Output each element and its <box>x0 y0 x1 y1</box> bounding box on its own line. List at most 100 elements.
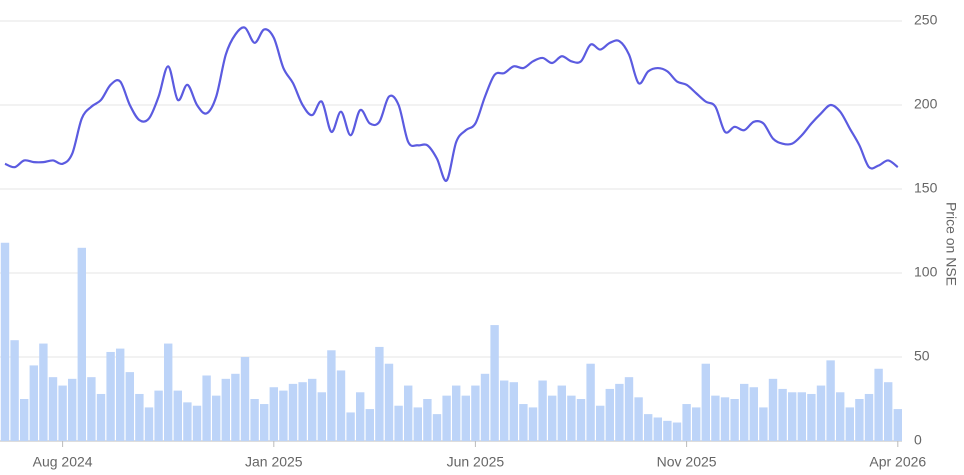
volume-bar <box>730 399 739 441</box>
volume-bar <box>106 351 115 441</box>
volume-bar <box>183 402 192 441</box>
volume-bar <box>192 405 202 441</box>
volume-bar <box>288 383 298 441</box>
volume-bar <box>893 409 902 441</box>
volume-bar <box>490 325 499 441</box>
volume-bar <box>576 399 586 441</box>
volume-bar <box>452 385 461 441</box>
volume-bar <box>557 385 566 441</box>
volume-bar <box>221 378 230 441</box>
y-tick-label: 50 <box>914 348 930 364</box>
volume-bar <box>164 343 173 441</box>
volume-bar <box>759 407 768 441</box>
volume-bar <box>356 392 365 441</box>
volume-bar <box>240 357 250 441</box>
price-line <box>4 26 899 182</box>
volume-bar <box>663 420 672 441</box>
volume-bar <box>39 343 48 441</box>
volume-bar <box>308 378 317 441</box>
volume-bar <box>634 397 643 441</box>
x-tick-label: Jun 2025 <box>447 454 505 470</box>
y-tick-label: 150 <box>914 180 938 196</box>
volume-bar <box>740 383 749 441</box>
volume-bar <box>519 404 528 441</box>
volume-bar <box>423 399 432 441</box>
volume-bar <box>413 407 422 441</box>
volume-bar <box>327 350 336 441</box>
volume-bar <box>653 417 662 441</box>
volume-bar <box>874 368 883 441</box>
volume-bar <box>672 422 682 441</box>
volume-bar <box>826 360 835 441</box>
volume-bar <box>365 409 374 441</box>
volume-bar <box>202 375 211 441</box>
volume-bar <box>749 387 758 441</box>
volume-bar <box>298 382 307 441</box>
y-axis-label: Price on NSE <box>943 202 959 286</box>
volume-bar <box>788 392 797 441</box>
volume-bar <box>864 393 874 441</box>
volume-bar <box>77 247 86 441</box>
volume-bar <box>845 407 854 441</box>
volume-bar <box>711 395 720 441</box>
volume-bar <box>269 387 278 441</box>
volume-bar <box>509 382 518 441</box>
y-tick-label: 100 <box>914 264 938 280</box>
volume-bar <box>116 348 125 441</box>
volume-bar <box>768 378 778 441</box>
volume-bar <box>855 399 864 441</box>
volume-bar <box>29 365 38 441</box>
volume-bar <box>279 390 288 441</box>
volume-bar <box>471 385 480 441</box>
volume-bar <box>144 407 154 441</box>
volume-bar <box>87 377 96 441</box>
volume-bar <box>720 397 730 441</box>
volume-bar <box>173 390 182 441</box>
volume-bar <box>538 380 547 441</box>
volume-bar <box>231 373 240 441</box>
volume-bar <box>567 395 576 441</box>
volume-bar <box>682 404 691 441</box>
volume-bar <box>384 363 394 441</box>
volume-bar <box>404 385 413 441</box>
volume-bar <box>624 377 634 441</box>
volume-bar <box>346 412 355 441</box>
volume-bar <box>154 390 163 441</box>
volume-bar <box>596 405 605 441</box>
volume-bar <box>528 407 538 441</box>
x-tick-label: Jan 2025 <box>245 454 303 470</box>
y-tick-label: 250 <box>914 12 938 28</box>
volume-bar <box>394 405 403 441</box>
volume-bar <box>548 395 557 441</box>
volume-bar <box>20 399 29 441</box>
volume-bar <box>336 370 346 441</box>
volume-bar <box>212 395 221 441</box>
volume-bar <box>605 388 614 441</box>
volume-bar <box>884 382 893 441</box>
x-tick-label: Nov 2025 <box>657 454 717 470</box>
volume-bar <box>797 392 806 441</box>
x-tick-label: Apr 2026 <box>869 454 926 470</box>
volume-bar <box>10 340 19 441</box>
volume-bar <box>692 407 701 441</box>
x-tick-label: Aug 2024 <box>33 454 93 470</box>
volume-bar <box>644 414 653 441</box>
volume-bar <box>807 393 816 441</box>
volume-bar <box>432 414 442 441</box>
volume-bar <box>480 373 490 441</box>
volume-bar <box>816 385 826 441</box>
volume-bar <box>701 363 710 441</box>
volume-bar <box>68 378 77 441</box>
volume-bar <box>317 392 326 441</box>
volume-bar <box>135 393 144 441</box>
volume-bar <box>442 395 451 441</box>
volume-bar <box>586 363 595 441</box>
y-tick-label: 200 <box>914 96 938 112</box>
volume-bar <box>500 380 509 441</box>
volume-bar <box>250 399 259 441</box>
volume-bar <box>836 392 845 441</box>
volume-bar <box>48 377 58 441</box>
volume-bar <box>260 404 269 441</box>
volume-bar <box>96 393 106 441</box>
